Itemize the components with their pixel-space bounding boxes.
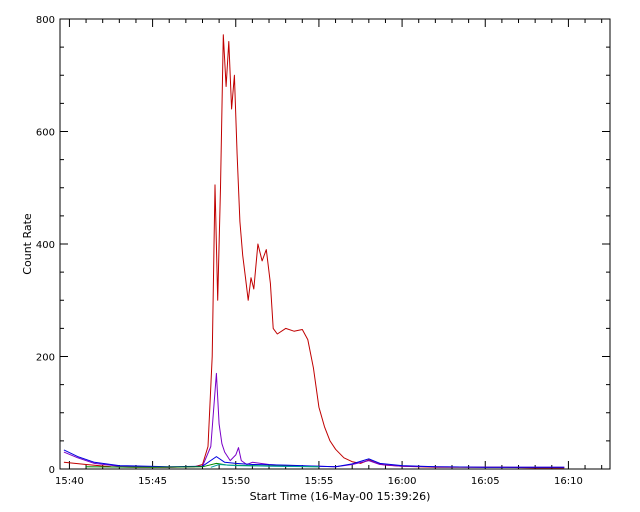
- y-tick-label: 400: [36, 240, 55, 251]
- y-tick-label: 200: [36, 353, 55, 364]
- x-tick-label: 15:55: [305, 476, 334, 487]
- x-tick-label: 15:50: [221, 476, 250, 487]
- y-tick-label: 0: [49, 465, 55, 476]
- x-tick-label: 16:00: [388, 476, 417, 487]
- series-layer: [63, 34, 565, 469]
- series-line-4: [210, 464, 319, 468]
- y-axis-title: Count Rate: [21, 213, 34, 275]
- series-line-1: [63, 372, 565, 468]
- x-tick-label: 16:10: [554, 476, 583, 487]
- y-tick-label: 600: [36, 128, 55, 139]
- x-tick-label: 15:40: [55, 476, 84, 487]
- y-axis-ticks: 0 200 400 600 800: [36, 15, 610, 476]
- x-axis-ticks: 15:40 15:45 15:50 15:55 16:00 16:05 16:10: [55, 19, 603, 487]
- series-line-2: [63, 449, 565, 468]
- y-tick-label: 800: [36, 15, 55, 26]
- x-axis-title: Start Time (16-May-00 15:39:26): [250, 490, 431, 503]
- series-line-0: [63, 34, 565, 469]
- plot-frame: [59, 18, 611, 470]
- x-tick-label: 15:45: [138, 476, 167, 487]
- x-tick-label: 16:05: [471, 476, 500, 487]
